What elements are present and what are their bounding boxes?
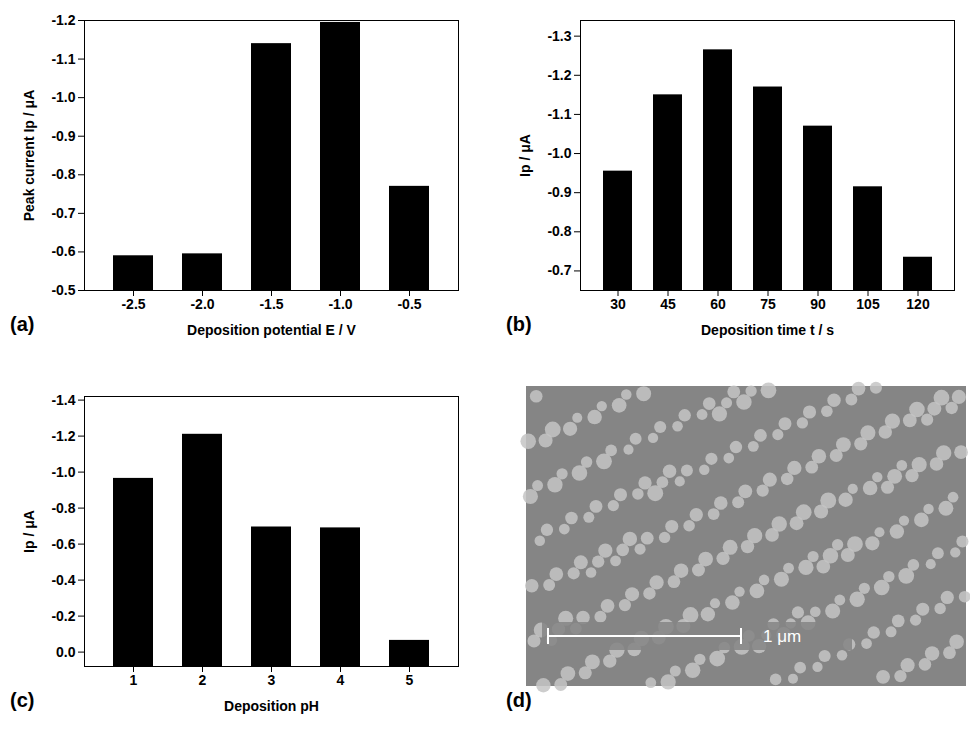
svg-text:-0.7: -0.7 xyxy=(51,205,75,221)
svg-text:0.0: 0.0 xyxy=(56,644,76,660)
svg-text:-0.6: -0.6 xyxy=(51,536,75,552)
svg-text:Ip / μA: Ip / μA xyxy=(21,510,37,553)
svg-text:-0.9: -0.9 xyxy=(51,128,75,144)
svg-text:Deposition time t / s: Deposition time t / s xyxy=(701,322,834,338)
svg-text:1: 1 xyxy=(130,672,138,688)
svg-text:-0.5: -0.5 xyxy=(51,282,75,298)
svg-text:-0.8: -0.8 xyxy=(547,223,571,239)
svg-text:-0.6: -0.6 xyxy=(51,243,75,259)
svg-text:Ip / μA: Ip / μA xyxy=(517,134,533,177)
svg-text:-0.8: -0.8 xyxy=(51,166,75,182)
svg-text:90: 90 xyxy=(810,296,826,312)
svg-text:-0.2: -0.2 xyxy=(51,608,75,624)
svg-text:-1.2: -1.2 xyxy=(547,67,571,83)
svg-text:105: 105 xyxy=(856,296,880,312)
html-text:(b): (b) xyxy=(506,313,532,335)
svg-text:3: 3 xyxy=(268,672,276,688)
svg-text:120: 120 xyxy=(906,296,930,312)
svg-text:-1.5: -1.5 xyxy=(259,296,283,312)
svg-text:-1.0: -1.0 xyxy=(547,145,571,161)
svg-text:75: 75 xyxy=(760,296,776,312)
svg-text:-1.2: -1.2 xyxy=(51,12,75,28)
svg-text:4: 4 xyxy=(337,672,345,688)
svg-text:Deposition potential E / V: Deposition potential E / V xyxy=(187,322,356,338)
svg-text:-1.2: -1.2 xyxy=(51,428,75,444)
svg-text:5: 5 xyxy=(406,672,414,688)
html-text:(c): (c) xyxy=(10,689,35,711)
svg-text:-1.0: -1.0 xyxy=(328,296,352,312)
svg-text:-0.7: -0.7 xyxy=(547,262,571,278)
svg-text:-0.5: -0.5 xyxy=(397,296,421,312)
svg-text:-2.0: -2.0 xyxy=(190,296,214,312)
svg-text:-0.9: -0.9 xyxy=(547,184,571,200)
svg-text:-0.8: -0.8 xyxy=(51,500,75,516)
html-text:(d): (d) xyxy=(506,689,532,711)
svg-text:-1.3: -1.3 xyxy=(547,28,571,44)
svg-text:-1.1: -1.1 xyxy=(547,106,571,122)
svg-text:Deposition pH: Deposition pH xyxy=(224,698,319,714)
svg-text:-1.1: -1.1 xyxy=(51,51,75,67)
svg-text:45: 45 xyxy=(660,296,676,312)
svg-text:-1.0: -1.0 xyxy=(51,89,75,105)
svg-text:2: 2 xyxy=(199,672,207,688)
svg-text:-1.0: -1.0 xyxy=(51,464,75,480)
svg-text:-1.4: -1.4 xyxy=(51,392,75,408)
html-text:(a): (a) xyxy=(10,313,35,335)
svg-text:Peak current Ip / μA: Peak current Ip / μA xyxy=(21,90,37,222)
svg-text:-2.5: -2.5 xyxy=(121,296,145,312)
svg-text:60: 60 xyxy=(710,296,726,312)
svg-text:30: 30 xyxy=(610,296,626,312)
svg-text:-0.4: -0.4 xyxy=(51,572,75,588)
svg-text:1 μm: 1 μm xyxy=(763,627,801,646)
